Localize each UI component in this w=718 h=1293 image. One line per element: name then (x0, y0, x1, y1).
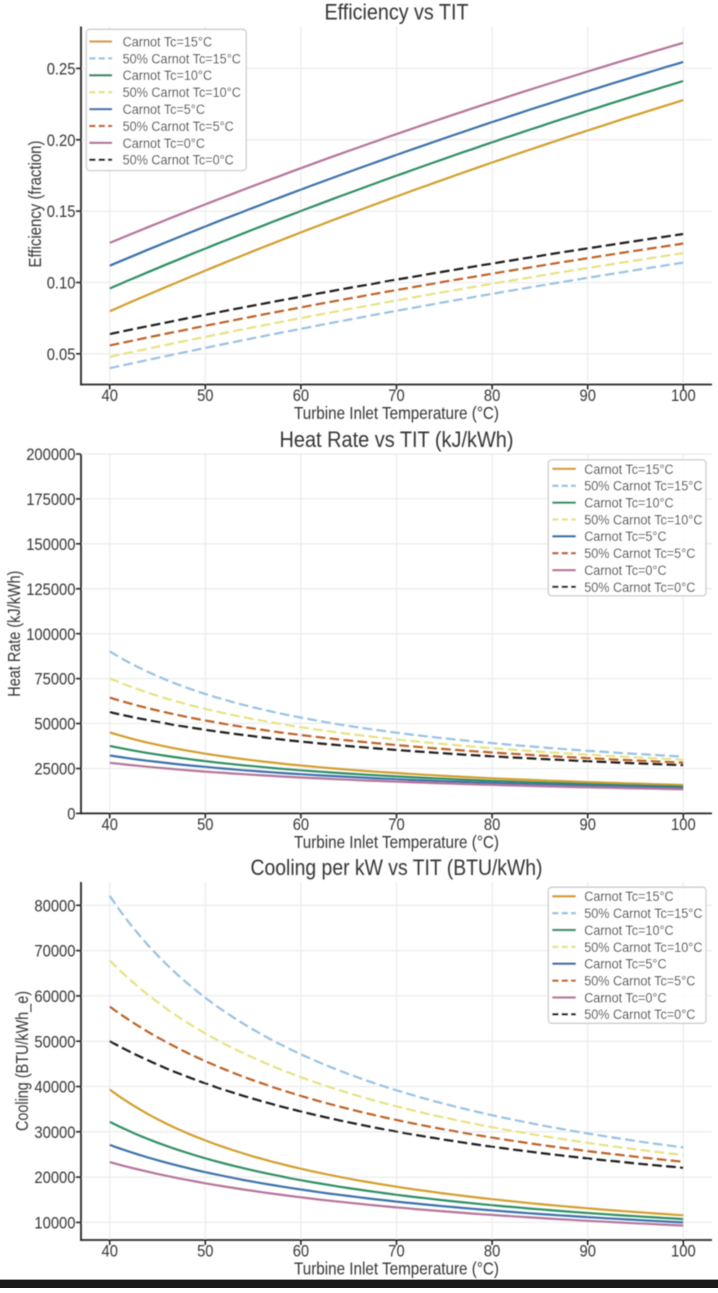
svg-text:125000: 125000 (26, 580, 75, 599)
svg-text:50% Carnot Tc=5°C: 50% Carnot Tc=5°C (584, 974, 695, 990)
svg-text:Heat Rate vs TIT (kJ/kWh): Heat Rate vs TIT (kJ/kWh) (280, 427, 514, 452)
svg-text:Turbine Inlet Temperature (°C): Turbine Inlet Temperature (°C) (294, 403, 499, 423)
svg-text:Turbine Inlet Temperature (°C): Turbine Inlet Temperature (°C) (294, 1258, 499, 1278)
svg-text:Efficiency vs TIT: Efficiency vs TIT (325, 0, 469, 25)
svg-text:Efficiency (fraction): Efficiency (fraction) (25, 141, 45, 268)
svg-text:40: 40 (102, 815, 118, 834)
svg-text:0.05: 0.05 (47, 345, 76, 364)
svg-text:Carnot Tc=10°C: Carnot Tc=10°C (584, 496, 674, 512)
svg-text:90: 90 (580, 386, 596, 405)
svg-text:75000: 75000 (34, 670, 75, 689)
svg-text:50: 50 (197, 815, 213, 834)
svg-text:Carnot Tc=15°C: Carnot Tc=15°C (584, 462, 674, 478)
svg-text:100000: 100000 (26, 625, 75, 644)
svg-text:0.20: 0.20 (47, 131, 76, 150)
svg-text:70: 70 (388, 1241, 404, 1260)
svg-text:40: 40 (102, 1241, 118, 1260)
svg-text:50% Carnot Tc=15°C: 50% Carnot Tc=15°C (123, 51, 241, 67)
svg-text:100: 100 (671, 386, 696, 405)
svg-text:50% Carnot Tc=15°C: 50% Carnot Tc=15°C (584, 906, 702, 922)
svg-text:0: 0 (67, 805, 75, 824)
svg-text:25000: 25000 (34, 760, 75, 779)
svg-text:50% Carnot Tc=5°C: 50% Carnot Tc=5°C (584, 546, 695, 562)
svg-text:Carnot Tc=10°C: Carnot Tc=10°C (123, 68, 213, 84)
svg-text:50: 50 (197, 1241, 213, 1260)
svg-text:Turbine Inlet Temperature (°C): Turbine Inlet Temperature (°C) (294, 832, 499, 852)
svg-text:150000: 150000 (26, 535, 75, 554)
svg-text:10000: 10000 (34, 1214, 75, 1233)
svg-text:70: 70 (388, 386, 404, 405)
svg-text:80: 80 (484, 386, 500, 405)
svg-text:Heat Rate (kJ/kWh): Heat Rate (kJ/kWh) (4, 571, 24, 697)
svg-text:50% Carnot Tc=0°C: 50% Carnot Tc=0°C (584, 580, 695, 596)
svg-text:50% Carnot Tc=10°C: 50% Carnot Tc=10°C (123, 85, 241, 101)
svg-text:50000: 50000 (34, 715, 75, 734)
svg-text:Carnot Tc=10°C: Carnot Tc=10°C (584, 923, 674, 939)
svg-text:50: 50 (197, 386, 213, 405)
svg-text:0.25: 0.25 (47, 60, 76, 79)
svg-text:90: 90 (580, 815, 596, 834)
svg-text:Carnot Tc=0°C: Carnot Tc=0°C (584, 990, 666, 1006)
svg-text:50% Carnot Tc=0°C: 50% Carnot Tc=0°C (584, 1007, 695, 1023)
svg-text:Cooling per kW vs TIT (BTU/kWh: Cooling per kW vs TIT (BTU/kWh) (251, 855, 543, 880)
svg-text:30000: 30000 (34, 1123, 75, 1142)
svg-text:100: 100 (671, 1241, 696, 1260)
svg-text:50000: 50000 (34, 1032, 75, 1051)
svg-text:200000: 200000 (26, 445, 75, 464)
svg-text:Carnot Tc=15°C: Carnot Tc=15°C (123, 34, 213, 50)
svg-text:90: 90 (580, 1241, 596, 1260)
svg-text:Carnot Tc=5°C: Carnot Tc=5°C (584, 529, 666, 545)
svg-text:Carnot Tc=0°C: Carnot Tc=0°C (584, 563, 666, 579)
svg-text:70: 70 (388, 815, 404, 834)
svg-text:Carnot Tc=5°C: Carnot Tc=5°C (123, 102, 205, 118)
svg-text:Carnot Tc=15°C: Carnot Tc=15°C (584, 889, 674, 905)
svg-text:0.10: 0.10 (47, 274, 76, 293)
svg-text:80000: 80000 (34, 896, 75, 915)
svg-text:20000: 20000 (34, 1168, 75, 1187)
svg-text:100: 100 (671, 815, 696, 834)
svg-text:40: 40 (102, 386, 118, 405)
svg-text:70000: 70000 (34, 942, 75, 961)
svg-text:Carnot Tc=0°C: Carnot Tc=0°C (123, 136, 205, 152)
svg-text:60: 60 (293, 815, 309, 834)
svg-text:50% Carnot Tc=15°C: 50% Carnot Tc=15°C (584, 479, 702, 495)
svg-text:Cooling (BTU/kWh_e): Cooling (BTU/kWh_e) (12, 991, 33, 1131)
svg-text:80: 80 (484, 815, 500, 834)
svg-text:50% Carnot Tc=10°C: 50% Carnot Tc=10°C (584, 940, 702, 956)
svg-text:0.15: 0.15 (47, 202, 76, 221)
svg-text:Carnot Tc=5°C: Carnot Tc=5°C (584, 957, 666, 973)
svg-text:175000: 175000 (26, 490, 75, 509)
svg-text:50% Carnot Tc=10°C: 50% Carnot Tc=10°C (584, 512, 702, 528)
svg-text:80: 80 (484, 1241, 500, 1260)
svg-text:40000: 40000 (34, 1078, 75, 1097)
svg-text:60000: 60000 (34, 987, 75, 1006)
svg-text:50% Carnot Tc=0°C: 50% Carnot Tc=0°C (123, 153, 234, 169)
svg-text:60: 60 (293, 386, 309, 405)
svg-text:50% Carnot Tc=5°C: 50% Carnot Tc=5°C (123, 119, 234, 135)
svg-text:60: 60 (293, 1241, 309, 1260)
